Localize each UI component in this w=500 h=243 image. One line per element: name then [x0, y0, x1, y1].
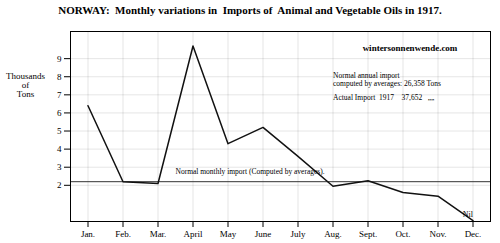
svg-text:Dec.: Dec.	[465, 229, 482, 239]
svg-text:7: 7	[57, 90, 62, 100]
svg-text:ThousandsofTons: ThousandsofTons	[6, 71, 45, 99]
svg-text:5: 5	[57, 126, 62, 136]
svg-text:8: 8	[57, 72, 62, 82]
svg-text:Jan.: Jan.	[81, 229, 95, 239]
html-text:NORWAY: Monthly variations in: NORWAY: Monthly variations in Imports of…	[58, 4, 442, 16]
svg-text:9: 9	[57, 54, 62, 64]
svg-text:May: May	[220, 229, 237, 239]
svg-text:April: April	[184, 229, 203, 239]
svg-text:4: 4	[57, 144, 62, 154]
svg-text:3: 3	[57, 162, 62, 172]
svg-text:June: June	[255, 229, 272, 239]
svg-text:Normal monthly import (Compute: Normal monthly import (Computed by avera…	[176, 167, 325, 176]
svg-text:Mar.: Mar.	[150, 229, 167, 239]
svg-text:Nil: Nil	[463, 210, 474, 219]
svg-text:Nov.: Nov.	[429, 229, 446, 239]
svg-text:Actual Import 1917 37,652: Actual Import 1917 37,652 „„	[333, 93, 434, 102]
svg-text:2: 2	[57, 180, 62, 190]
svg-text:wintersonnenwende.com: wintersonnenwende.com	[363, 43, 458, 53]
svg-text:Normal annual importcomputed b: Normal annual importcomputed by averages…	[333, 71, 441, 88]
svg-text:July: July	[290, 229, 306, 239]
svg-text:Aug.: Aug.	[324, 229, 342, 239]
svg-text:Feb.: Feb.	[115, 229, 131, 239]
svg-text:Sept.: Sept.	[359, 229, 377, 239]
svg-text:Oct.: Oct.	[395, 229, 410, 239]
svg-text:6: 6	[57, 108, 62, 118]
